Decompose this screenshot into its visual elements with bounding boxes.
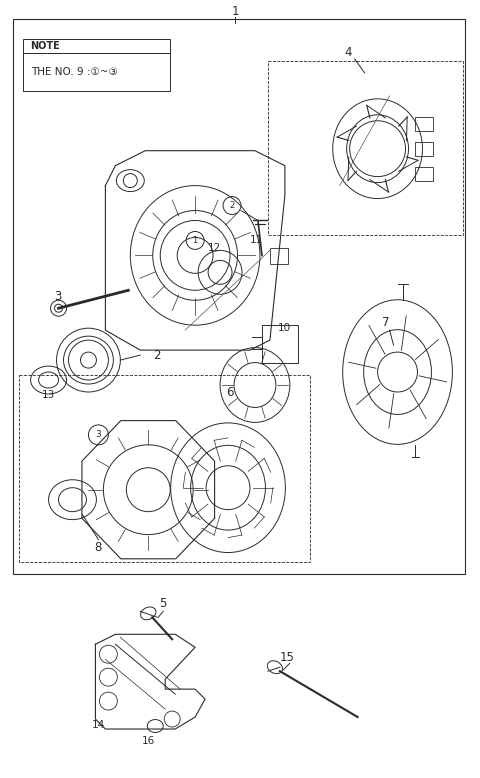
Text: 11: 11 [249, 236, 263, 245]
Text: NOTE: NOTE [31, 41, 60, 51]
Text: 10: 10 [278, 323, 291, 333]
Text: 2: 2 [229, 201, 235, 210]
Text: 8: 8 [95, 541, 102, 554]
Text: 5: 5 [159, 597, 167, 610]
Text: 3: 3 [96, 430, 101, 440]
Text: THE NO. 9 :①~③: THE NO. 9 :①~③ [31, 67, 117, 77]
Text: 7: 7 [382, 316, 389, 328]
Text: 14: 14 [92, 720, 105, 730]
Bar [268, 61, 463, 236]
Bar [262, 325, 298, 363]
Bar [416, 117, 433, 131]
Text: 6: 6 [226, 387, 234, 399]
Text: 2: 2 [154, 349, 161, 362]
Text: 12: 12 [207, 244, 221, 254]
Bar [12, 19, 465, 574]
Text: 15: 15 [279, 650, 294, 664]
Bar [23, 39, 170, 91]
Bar [19, 375, 310, 562]
Bar [416, 166, 433, 180]
Text: 1: 1 [231, 5, 239, 18]
Bar [270, 248, 288, 265]
Text: 13: 13 [42, 390, 55, 400]
Text: 3: 3 [54, 289, 61, 303]
Text: 4: 4 [344, 47, 351, 59]
Bar [416, 142, 433, 156]
Text: 1: 1 [192, 236, 198, 245]
Text: 16: 16 [142, 736, 155, 746]
